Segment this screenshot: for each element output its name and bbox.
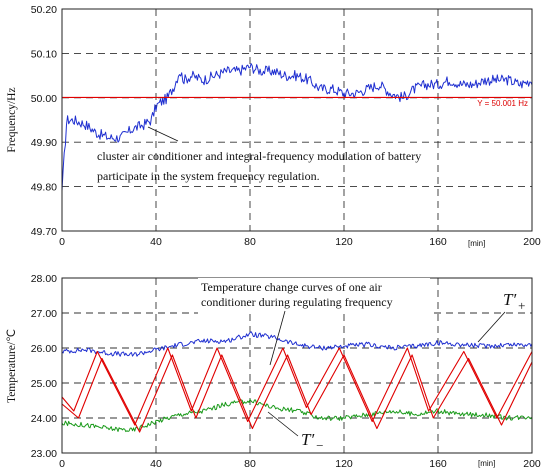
y-tick-label: 50.10 xyxy=(31,48,57,60)
temperature-chart: 23.00 24.00 25.00 26.00 27.00 28.00 0 40 80 120 1… xyxy=(6,273,541,470)
x-tick-label: 200 xyxy=(523,236,541,248)
y-tick-label: 50.20 xyxy=(31,4,57,16)
reference-line-label: Y = 50.001 Hz xyxy=(477,99,528,108)
x-tick-label: 160 xyxy=(429,458,447,470)
frequency-grid xyxy=(62,9,532,231)
frequency-x-unit-label: [min] xyxy=(468,239,485,248)
y-tick-label: 24.00 xyxy=(31,413,57,425)
y-tick-label: 49.80 xyxy=(31,182,57,194)
y-tick-label: 23.00 xyxy=(31,448,57,460)
frequency-annotation-line-1: cluster air conditioner and integral-fre… xyxy=(97,149,421,163)
temperature-annotation-line-1: Temperature change curves of one air xyxy=(201,280,382,294)
y-tick-label: 28.00 xyxy=(31,273,57,285)
series-line-3 xyxy=(61,354,533,433)
y-tick-label: 49.90 xyxy=(31,137,57,149)
y-tick-label: 26.00 xyxy=(31,343,57,355)
frequency-series xyxy=(61,63,533,192)
temperature-annotation-line-2: conditioner during regulating frequency xyxy=(201,295,393,309)
t-plus-pointer xyxy=(477,311,506,343)
series-line-0 xyxy=(61,331,533,357)
frequency-annotation-line-2: participate in the system frequency regu… xyxy=(97,169,320,183)
y-tick-label: 25.00 xyxy=(31,378,57,390)
t-minus-pointer xyxy=(267,411,299,437)
series-line-1 xyxy=(61,398,533,433)
x-tick-label: 160 xyxy=(429,236,447,248)
t-minus-label: T′− xyxy=(301,430,324,453)
x-tick-label: 80 xyxy=(244,458,256,470)
temperature-x-unit-label: [min] xyxy=(478,459,495,468)
x-tick-label: 40 xyxy=(150,236,162,248)
temperature-series xyxy=(61,331,533,433)
frequency-x-tick-labels: 0 40 80 120 160 200 xyxy=(59,236,541,248)
temperature-annotation-backdrop xyxy=(198,278,430,314)
frequency-y-axis-label: Frequency/Hz xyxy=(6,87,18,152)
temperature-annotation-pointer xyxy=(269,310,286,366)
x-tick-label: 0 xyxy=(59,236,65,248)
x-tick-label: 120 xyxy=(335,458,353,470)
x-tick-label: 40 xyxy=(150,458,162,470)
temperature-y-tick-labels: 23.00 24.00 25.00 26.00 27.00 28.00 xyxy=(31,273,57,460)
t-plus-label: T′+ xyxy=(503,290,526,313)
y-tick-label: 50.00 xyxy=(31,93,57,105)
series-line-2 xyxy=(61,347,533,426)
frequency-y-tick-labels: 49.70 49.80 49.90 50.00 50.10 50.20 xyxy=(31,4,57,238)
x-tick-label: 80 xyxy=(244,236,256,248)
temperature-x-tick-labels: 0 40 80 120 160 200 xyxy=(59,458,541,470)
temperature-y-axis-label: Temperature/℃ xyxy=(6,329,18,403)
x-tick-label: 120 xyxy=(335,236,353,248)
x-tick-label: 0 xyxy=(59,458,65,470)
series-line-0 xyxy=(61,63,533,192)
frequency-annotation-pointer xyxy=(147,126,179,142)
frequency-plot-frame xyxy=(61,8,533,232)
y-tick-label: 49.70 xyxy=(31,226,57,238)
frequency-chart: 49.70 49.80 49.90 50.00 50.10 50.20 0 40 80 120 1… xyxy=(6,4,541,248)
x-tick-label: 200 xyxy=(523,458,541,470)
y-tick-label: 27.00 xyxy=(31,308,57,320)
